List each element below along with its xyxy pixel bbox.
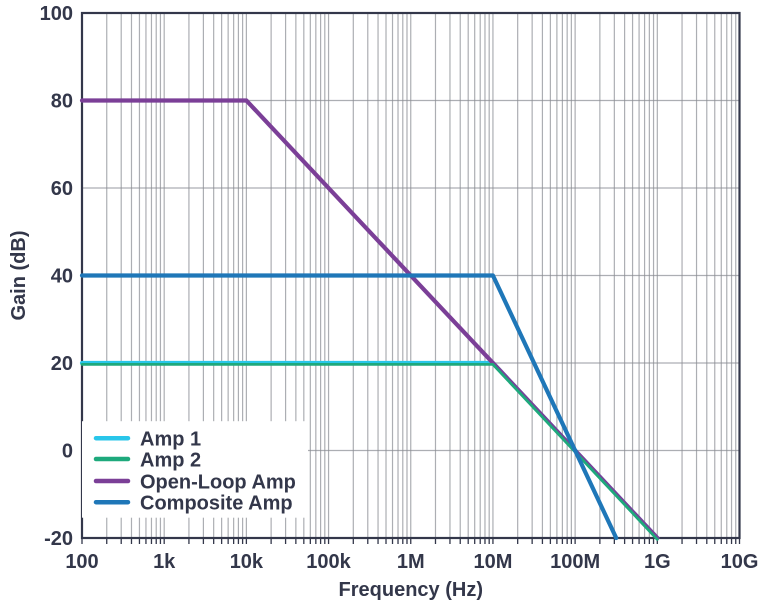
svg-text:20: 20 [51,353,73,375]
svg-text:Gain (dB): Gain (dB) [8,231,30,321]
svg-text:Amp 2: Amp 2 [140,450,201,472]
svg-text:10k: 10k [230,551,264,573]
svg-text:80: 80 [51,91,73,113]
svg-text:1k: 1k [153,551,176,573]
svg-text:40: 40 [51,266,73,288]
svg-text:60: 60 [51,178,73,200]
svg-text:10M: 10M [473,551,512,573]
svg-text:Frequency (Hz): Frequency (Hz) [339,579,483,601]
svg-text:Amp 1: Amp 1 [140,429,201,451]
svg-text:100M: 100M [550,551,600,573]
svg-text:100k: 100k [306,551,351,573]
svg-text:100: 100 [65,551,98,573]
svg-text:10G: 10G [721,551,759,573]
svg-text:100: 100 [40,3,73,25]
svg-text:-20: -20 [44,528,73,550]
svg-text:0: 0 [62,441,73,463]
svg-text:Composite Amp: Composite Amp [140,493,293,515]
svg-text:1G: 1G [644,551,671,573]
svg-text:1M: 1M [397,551,425,573]
svg-text:Open-Loop Amp: Open-Loop Amp [140,472,296,494]
